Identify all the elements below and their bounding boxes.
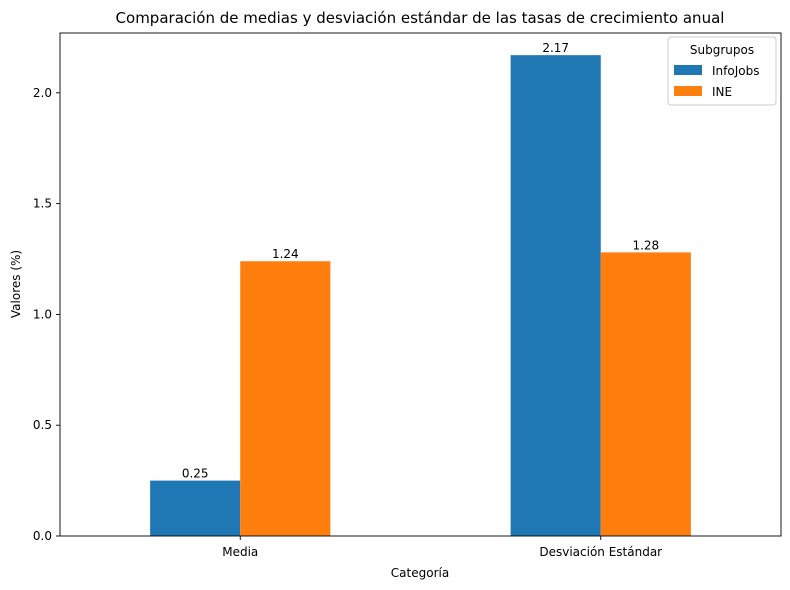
x-tick-label: Desviación Estándar: [539, 545, 662, 559]
y-tick-label: 1.5: [33, 197, 52, 211]
legend-swatch-ine: [674, 86, 702, 96]
data-label-infojobs-1: 0.25: [182, 467, 209, 481]
y-axis-label: Valores (%): [9, 250, 23, 318]
x-axis-label: Categoría: [391, 566, 449, 580]
data-label-ine-1: 1.24: [272, 247, 299, 261]
y-tick-label: 2.0: [33, 86, 52, 100]
legend-label-ine: INE: [712, 85, 732, 99]
y-tick-label: 1.0: [33, 307, 52, 321]
legend: Subgrupos InfoJobs INE: [667, 36, 777, 106]
legend-swatch-infojobs: [674, 65, 702, 75]
chart-title: Comparación de medias y desviación están…: [116, 9, 725, 27]
y-tick-label: 0.5: [33, 418, 52, 432]
bar-ine-2: [600, 252, 691, 536]
axes-frame: [59, 32, 782, 537]
bar-ine-1: [240, 261, 331, 536]
legend-title: Subgrupos: [690, 43, 754, 57]
plot-area: 0.25 2.17 1.24 1.28 0.0 0.5 1.0 1.5 2.0 Media Desv…: [33, 32, 782, 559]
legend-label-infojobs: InfoJobs: [712, 64, 759, 78]
bar-infojobs-2: [510, 55, 601, 536]
data-label-infojobs-2: 2.17: [542, 41, 569, 55]
bar-infojobs-1: [150, 480, 241, 536]
data-label-ine-2: 1.28: [632, 238, 659, 252]
y-tick-label: 0.0: [33, 529, 52, 543]
x-tick-label: Media: [222, 545, 258, 559]
